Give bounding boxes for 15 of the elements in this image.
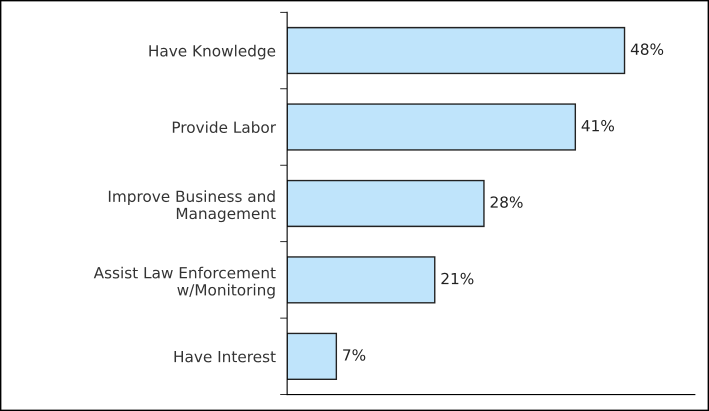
bar <box>287 332 338 380</box>
bar <box>287 103 576 151</box>
y-tick-label: Provide Labor <box>172 121 276 134</box>
y-tick-label: Have Interest <box>174 351 276 362</box>
y-tick-label: Have Knowledge <box>149 44 276 60</box>
data-label: 7% <box>343 349 366 361</box>
data-label: 48% <box>630 43 664 55</box>
bar <box>287 256 436 304</box>
data-label: 41% <box>582 120 614 132</box>
y-tick-label: Assist Law Enforcement w/Monitoring <box>94 266 276 299</box>
bar <box>287 26 626 74</box>
data-label: 21% <box>441 272 474 284</box>
bar <box>287 180 485 228</box>
data-label: 28% <box>490 196 523 208</box>
y-tick-label: Improve Business and Management <box>108 190 276 222</box>
